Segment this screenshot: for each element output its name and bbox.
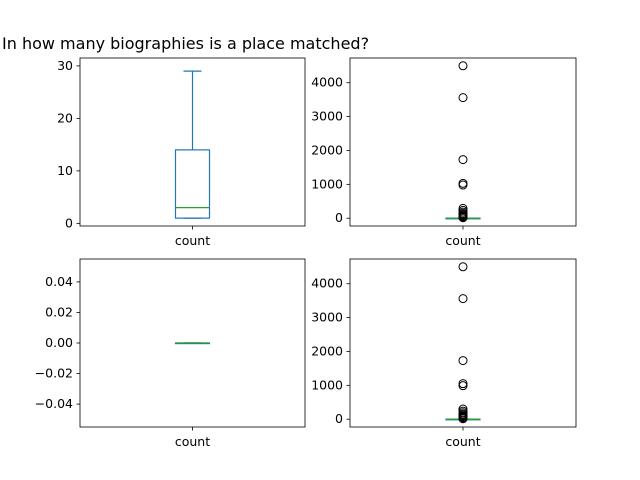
- y-tick-label: 0: [335, 411, 343, 426]
- y-tick-label: 4000: [311, 276, 343, 291]
- y-tick-label: 1000: [311, 377, 343, 392]
- y-tick-label: 2000: [311, 343, 343, 358]
- y-tick-label: −0.04: [35, 396, 73, 411]
- axes-frame: [349, 57, 577, 227]
- y-tick-label: 20: [57, 110, 73, 125]
- subplot-bottom-left: −0.04 −0.02 0.00 0.02 0.04 count: [35, 258, 306, 449]
- box: [174, 149, 211, 219]
- y-tick-label: 2000: [311, 142, 343, 157]
- y-tick-label: 10: [57, 163, 73, 178]
- figure-title: In how many biographies is a place match…: [2, 34, 369, 53]
- outlier-point: [458, 93, 468, 103]
- outlier-point: [458, 180, 468, 190]
- outlier-point: [458, 213, 468, 223]
- y-tick-label: 0.00: [45, 335, 73, 350]
- y-tick-label: 0.02: [45, 304, 73, 319]
- outlier-point: [458, 155, 468, 165]
- axes-frame: [349, 258, 577, 428]
- axes-frame: [79, 57, 306, 227]
- y-tick-label: −0.02: [35, 366, 73, 381]
- y-tick-label: 3000: [311, 310, 343, 325]
- x-tick-label: count: [445, 434, 480, 449]
- y-tick-label: 1000: [311, 176, 343, 191]
- subplot-bottom-right: 0 1000 2000 3000 4000 count: [311, 258, 577, 449]
- y-tick-label: 0.04: [45, 274, 73, 289]
- outlier-point: [458, 414, 468, 424]
- y-tick-label: 0: [65, 215, 73, 230]
- y-tick-label: 4000: [311, 75, 343, 90]
- x-tick-label: count: [175, 233, 210, 248]
- axes-frame: [79, 258, 306, 428]
- subplots: 0102030count01000200030004000count−0.04−…: [35, 57, 577, 449]
- outlier-point: [458, 381, 468, 391]
- y-tick-label: 0: [335, 210, 343, 225]
- y-tick-label: 3000: [311, 109, 343, 124]
- subplot-top-left: 0 10 20 30 count: [57, 57, 306, 248]
- x-tick-label: count: [445, 233, 480, 248]
- outlier-point: [458, 356, 468, 366]
- outlier-point: [458, 294, 468, 304]
- outlier-point: [458, 262, 468, 272]
- x-tick-label: count: [175, 434, 210, 449]
- y-tick-label: 30: [57, 58, 73, 73]
- subplot-top-right: 0 1000 2000 3000 4000 count: [311, 57, 577, 248]
- outlier-point: [458, 61, 468, 71]
